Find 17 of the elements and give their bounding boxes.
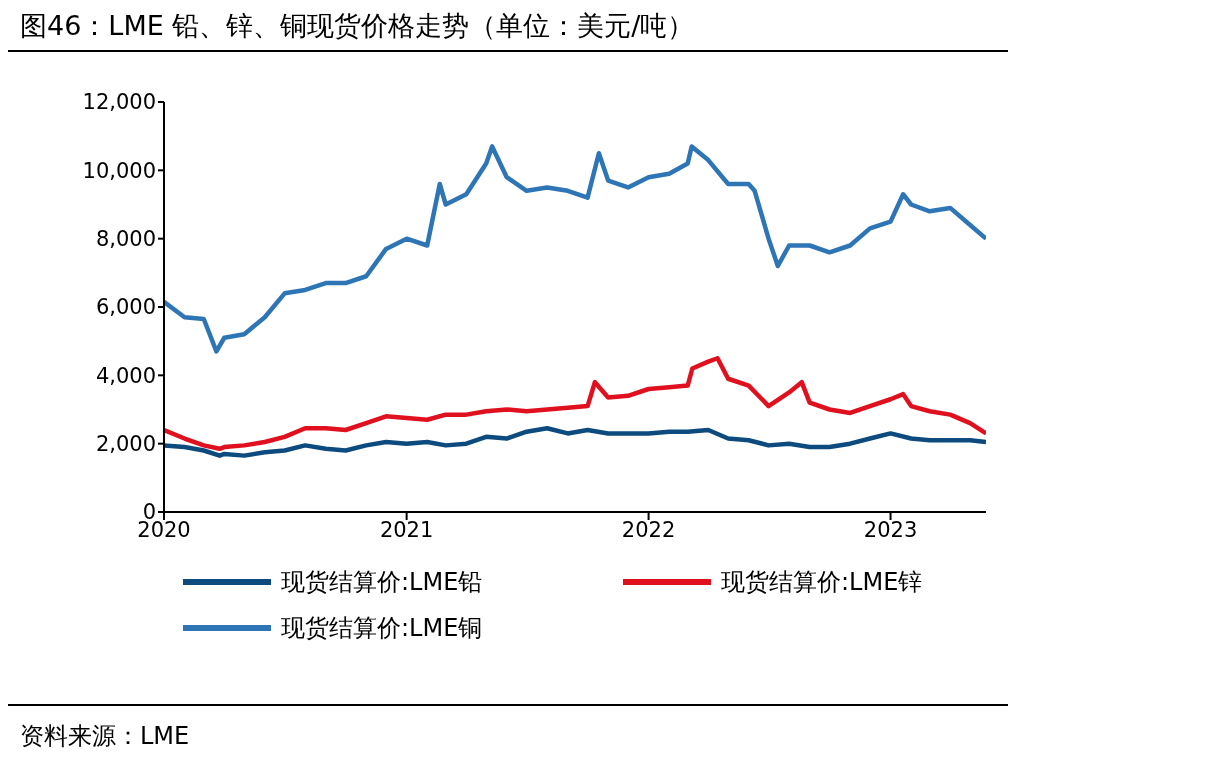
x-tick-label: 2022 [621,517,676,542]
line-series [164,356,986,452]
x-tick-label: 2021 [379,517,434,542]
line-series [164,426,986,458]
text: 资料来源：LME [20,721,191,752]
x-tick-label: 2023 [863,517,918,542]
y-tick-label: 4,000 [95,363,156,388]
chart-title: 图46：LME 铅、锌、铜现货价格走势（单位：美元/吨） [8,8,1008,52]
line-series [164,144,986,354]
y-tick-label: 6,000 [95,295,156,320]
y-tick-label: 2,000 [95,432,156,457]
y-tick-label: 8,000 [95,227,156,252]
y-tick-label: 12,000 [82,90,156,115]
legend-label: 现货结算价:LME锌 [721,567,923,598]
y-tick-label: 10,000 [82,158,156,183]
legend-label: 现货结算价:LME铅 [281,567,483,598]
legend-label: 现货结算价:LME铜 [281,613,483,644]
